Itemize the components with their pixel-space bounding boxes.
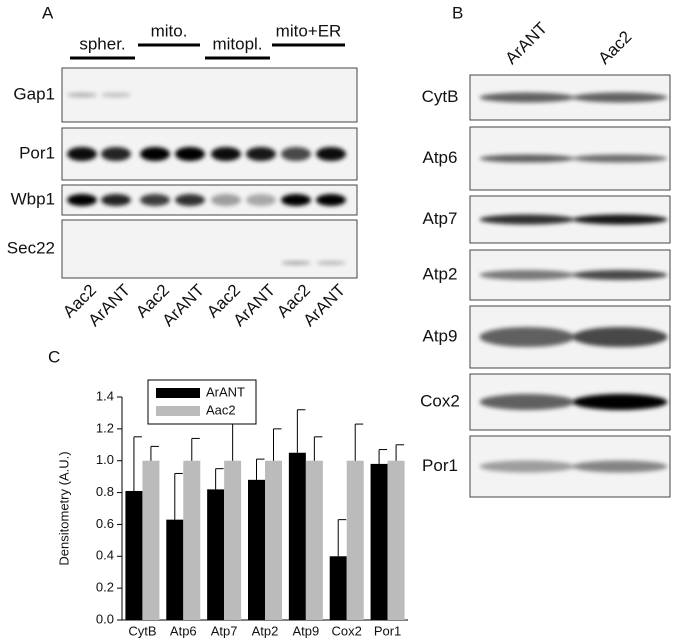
blot-label: Atp2	[423, 264, 458, 283]
blot-band	[479, 460, 575, 473]
legend-swatch	[156, 406, 200, 416]
blot-band	[281, 194, 311, 206]
group-label: mito.	[151, 21, 188, 40]
bar	[125, 490, 143, 620]
y-tick-label: 0.4	[96, 548, 114, 563]
y-tick-label: 1.0	[96, 452, 114, 467]
y-axis-label: Densitometry (A.U.)	[56, 451, 71, 565]
y-tick-label: 1.4	[96, 388, 114, 403]
blot-label: Wbp1	[11, 189, 55, 208]
y-tick-label: 0.0	[96, 611, 114, 626]
blot-band	[175, 194, 205, 206]
legend-label: Aac2	[206, 402, 236, 417]
bar	[387, 460, 405, 620]
lane-label: Aac2	[595, 27, 636, 68]
lane-label: ArANT	[502, 19, 551, 68]
panel-label: C	[48, 347, 60, 366]
blot-band	[67, 194, 97, 206]
legend-label: ArANT	[206, 384, 245, 399]
x-tick-label: Atp7	[211, 623, 238, 638]
blot-label: Atp9	[423, 326, 458, 345]
legend-box	[147, 379, 257, 425]
blot-band	[67, 147, 97, 161]
bar	[329, 556, 347, 620]
blot-label: Atp7	[423, 209, 458, 228]
blot-band	[572, 214, 668, 225]
blot-band	[479, 154, 575, 163]
blot-band	[175, 147, 205, 161]
x-tick-label: Atp2	[252, 623, 279, 638]
blot-band	[281, 261, 311, 265]
panel-label: A	[42, 3, 54, 22]
y-tick-label: 0.6	[96, 516, 114, 531]
blot-band	[316, 194, 346, 206]
blot-band	[246, 147, 276, 161]
bar	[224, 460, 242, 620]
blot-band	[479, 270, 575, 280]
x-tick-label: Cox2	[332, 623, 362, 638]
x-tick-label: CytB	[128, 623, 156, 638]
blot-label: Gap1	[13, 84, 55, 103]
group-label: mito+ER	[276, 21, 342, 40]
blot-band	[572, 92, 668, 103]
blot	[61, 219, 358, 279]
blot-band	[316, 147, 346, 161]
bar	[183, 460, 201, 620]
y-tick-label: 0.8	[96, 484, 114, 499]
blot-band	[67, 92, 97, 98]
panel-label: B	[452, 3, 463, 22]
blot-band	[211, 147, 241, 161]
blot-band	[479, 327, 575, 347]
bar	[207, 489, 225, 620]
bar	[370, 463, 388, 620]
bar	[288, 452, 306, 620]
blot-band	[572, 154, 668, 163]
blot-label: Cox2	[420, 391, 460, 410]
blot-band	[572, 327, 668, 347]
bar	[142, 460, 160, 620]
legend-swatch	[156, 388, 200, 398]
blot-band	[211, 194, 241, 206]
blot-band	[140, 147, 170, 161]
blot-band	[572, 394, 668, 410]
bar	[248, 479, 265, 620]
blot-band	[101, 147, 131, 161]
blot-band	[101, 92, 131, 98]
blot-band	[281, 147, 311, 161]
blot-band	[479, 214, 575, 225]
y-tick-label: 1.2	[96, 420, 114, 435]
blot-label: Atp6	[423, 148, 458, 167]
bar	[265, 460, 282, 620]
blot-band	[140, 194, 170, 206]
blot-label: Por1	[19, 143, 55, 162]
blot-label: Por1	[422, 456, 458, 475]
blot-band	[572, 270, 668, 280]
group-label: spher.	[79, 34, 125, 53]
blot-band	[316, 261, 346, 265]
bar	[166, 519, 184, 620]
y-tick-label: 0.2	[96, 580, 114, 595]
blot-band	[479, 92, 575, 103]
x-tick-label: Atp6	[170, 623, 197, 638]
x-tick-label: Atp9	[292, 623, 319, 638]
blot-band	[101, 194, 131, 206]
group-label: mitopl.	[212, 34, 262, 53]
x-tick-label: Por1	[374, 623, 401, 638]
blot-label: CytB	[422, 87, 459, 106]
blot-band	[479, 394, 575, 410]
blot-band	[246, 194, 276, 206]
blot-band	[572, 460, 668, 473]
bar	[305, 460, 323, 620]
bar	[346, 460, 364, 620]
blot-label: Sec22	[7, 238, 55, 257]
